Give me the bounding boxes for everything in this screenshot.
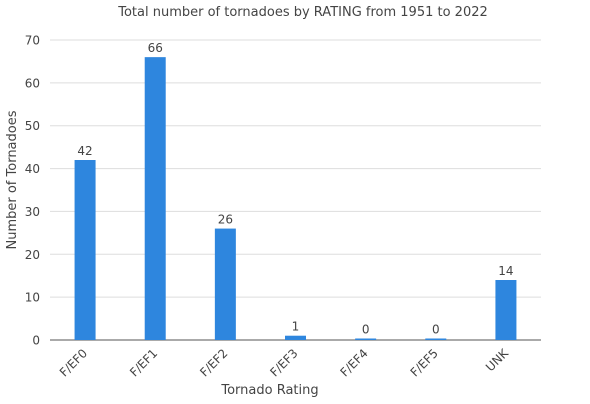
- bar: [425, 338, 447, 340]
- data-label: 14: [498, 264, 513, 278]
- bar: [355, 338, 377, 340]
- y-tick-label: 70: [25, 34, 40, 48]
- y-tick-label: 30: [25, 205, 40, 219]
- x-tick-label: UNK: [483, 345, 512, 374]
- bar: [495, 280, 517, 340]
- data-label: 0: [432, 323, 440, 337]
- y-tick-label: 20: [25, 248, 40, 262]
- x-axis-label: Tornado Rating: [220, 383, 318, 398]
- bars: [74, 57, 517, 341]
- x-tick-label: F/EF0: [57, 346, 90, 379]
- data-label: 66: [148, 41, 163, 55]
- bar: [144, 57, 166, 341]
- data-label: 26: [218, 213, 233, 227]
- x-tick-label: F/EF1: [127, 346, 160, 379]
- data-labels: 42 66 26 1 0 0 14: [77, 41, 513, 336]
- x-tick-label: F/EF5: [408, 346, 441, 379]
- bar: [285, 335, 306, 340]
- bar: [74, 160, 96, 340]
- y-tick-label: 40: [25, 162, 40, 176]
- x-tick-label: F/EF3: [267, 346, 300, 379]
- chart-title: Total number of tornadoes by RATING from…: [117, 5, 488, 20]
- data-label: 1: [292, 320, 300, 334]
- y-tick-label: 0: [32, 334, 40, 348]
- x-tick-label: F/EF4: [337, 346, 370, 379]
- data-label: 42: [77, 144, 92, 158]
- y-axis-label: Number of Tornadoes: [5, 110, 20, 249]
- x-tick-label: F/EF2: [197, 346, 230, 379]
- y-tick-label: 10: [25, 291, 40, 305]
- y-tick-label: 60: [25, 76, 40, 90]
- bar: [214, 228, 236, 340]
- data-label: 0: [362, 323, 370, 337]
- gridlines: [50, 39, 541, 298]
- y-tick-label: 50: [25, 119, 40, 133]
